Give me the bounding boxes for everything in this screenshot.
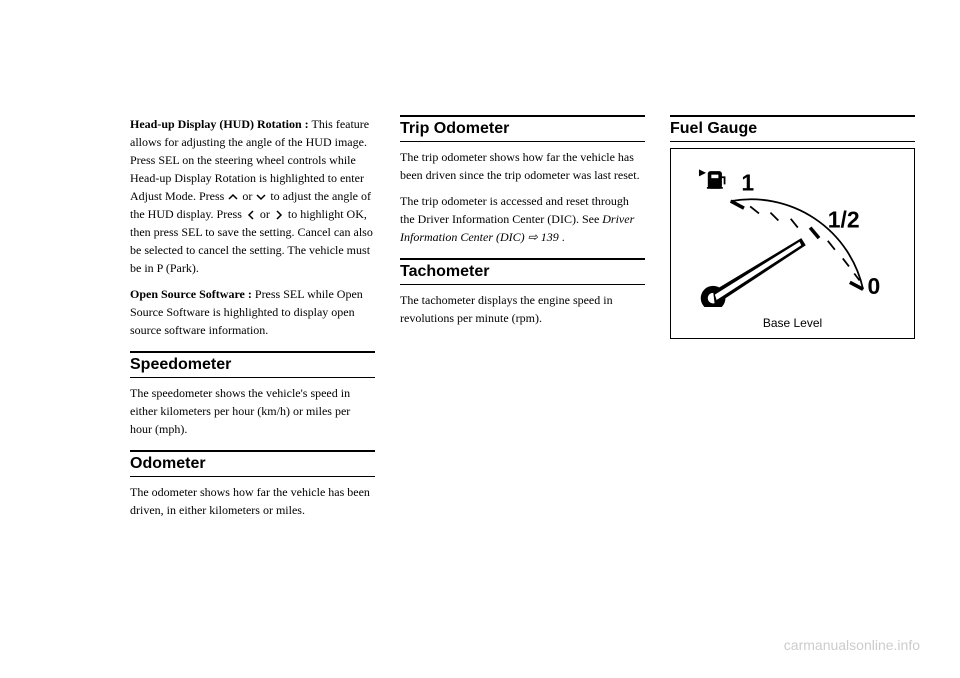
gauge-caption: Base Level [679,316,906,330]
manual-page: Head-up Display (HUD) Rotation : This fe… [0,0,960,567]
gauge-label-full: 1 [741,170,754,196]
hud-term: Head-up Display (HUD) Rotation : [130,117,309,131]
fuel-gauge-figure: 1 1/2 0 Base Level [670,148,915,339]
watermark: carmanualsonline.info [784,637,920,653]
trip-text-2b: . [562,230,565,244]
odometer-text: The odometer shows how far the vehicle h… [130,483,375,519]
gauge-needle [701,238,806,307]
hud-text-4: or [260,207,273,221]
tachometer-heading: Tachometer [400,258,645,285]
chevron-down-icon [255,191,267,203]
hud-paragraph: Head-up Display (HUD) Rotation : This fe… [130,115,375,277]
speedometer-text: The speedometer shows the vehicle's spee… [130,384,375,438]
odometer-heading: Odometer [130,450,375,477]
column-3: Fuel Gauge [670,115,915,527]
trip-odometer-heading: Trip Odometer [400,115,645,142]
chevron-up-icon [227,191,239,203]
hud-text-2: or [242,189,255,203]
fuel-gauge-heading: Fuel Gauge [670,115,915,142]
oss-paragraph: Open Source Software : Press SEL while O… [130,285,375,339]
column-1: Head-up Display (HUD) Rotation : This fe… [130,115,375,527]
trip-text-1: The trip odometer shows how far the vehi… [400,148,645,184]
chevron-right-icon [273,209,285,221]
gauge-label-empty: 0 [868,273,881,299]
gauge-label-half: 1/2 [828,207,860,233]
speedometer-heading: Speedometer [130,351,375,378]
trip-paragraph-2: The trip odometer is accessed and reset … [400,192,645,246]
oss-term: Open Source Software : [130,287,252,301]
tachometer-text: The tachometer displays the engine speed… [400,291,645,327]
chevron-left-icon [245,209,257,221]
fuel-gauge-svg: 1 1/2 0 [679,157,906,307]
trip-text-2a: The trip odometer is accessed and reset … [400,194,629,226]
fuel-side-arrow-icon [699,169,706,176]
column-2: Trip Odometer The trip odometer shows ho… [400,115,645,527]
